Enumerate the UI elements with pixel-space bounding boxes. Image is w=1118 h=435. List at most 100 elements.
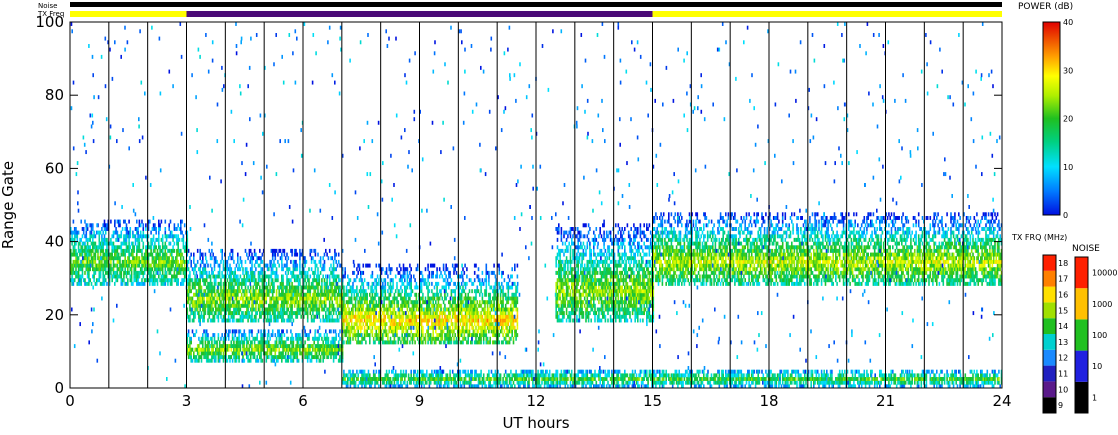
power-cell [108, 278, 111, 283]
power-cell [238, 300, 240, 305]
power-cell [180, 259, 182, 264]
power-cell [203, 311, 205, 316]
power-cell [304, 340, 306, 345]
power-cell [164, 281, 167, 286]
power-cell [217, 336, 220, 341]
power-cell [212, 344, 214, 349]
power-cell [158, 263, 160, 268]
power-cell [382, 336, 384, 341]
power-cell [222, 314, 225, 319]
power-cell [111, 234, 113, 239]
power-cell [238, 355, 240, 360]
power-cell [102, 256, 104, 261]
power-cell [325, 336, 327, 341]
power-cell [108, 270, 111, 275]
power-cell [94, 256, 97, 261]
power-cell [237, 336, 239, 341]
power-cell [507, 292, 510, 297]
power-cell [107, 223, 110, 228]
power-cell [296, 252, 299, 257]
power-cell [261, 270, 264, 275]
power-cell [512, 307, 515, 312]
power-cell [308, 344, 310, 349]
power-cell [243, 292, 246, 297]
power-cell [416, 300, 419, 305]
power-cell [137, 237, 139, 242]
power-cell [315, 300, 318, 305]
power-cell [217, 270, 220, 275]
power-cell [220, 314, 222, 319]
power-cell [295, 351, 297, 356]
power-cell [375, 307, 378, 312]
power-cell [139, 270, 142, 275]
power-cell [216, 289, 218, 294]
power-cell [104, 270, 107, 275]
power-cell [422, 329, 424, 334]
power-cell [247, 303, 249, 308]
power-cell [231, 314, 234, 319]
power-cell [259, 307, 261, 312]
power-cell [143, 263, 146, 268]
power-cell [257, 340, 260, 345]
power-cell [218, 347, 221, 352]
power-cell [424, 336, 427, 341]
power-cell [130, 252, 133, 257]
power-cell [93, 259, 95, 264]
power-cell [249, 358, 252, 363]
power-cell [286, 274, 288, 279]
power-cell [256, 355, 258, 360]
power-cell [177, 259, 179, 264]
power-cell [99, 270, 102, 275]
power-cell [238, 281, 240, 286]
power-cell [82, 278, 85, 283]
power-cell [449, 325, 451, 330]
power-cell [168, 241, 170, 246]
power-cell [442, 267, 445, 272]
power-cell [212, 318, 214, 323]
power-cell [224, 347, 226, 352]
power-cell [81, 241, 84, 246]
power-cell [260, 333, 262, 338]
power-cell [516, 285, 519, 290]
power-cell [239, 347, 242, 352]
power-cell [436, 267, 438, 272]
power-cell [224, 311, 226, 316]
power-cell [265, 300, 268, 305]
power-cell [319, 347, 322, 352]
power-cell [220, 355, 222, 360]
power-cell [117, 245, 120, 250]
power-cell [233, 259, 235, 264]
power-cell [371, 285, 374, 290]
power-cell [260, 344, 262, 349]
power-cell [366, 296, 368, 301]
power-cell [455, 270, 458, 275]
power-cell [203, 296, 205, 301]
power-cell [212, 355, 214, 360]
power-cell [239, 344, 242, 349]
power-cell [327, 256, 330, 261]
power-cell [125, 270, 128, 275]
power-cell [90, 256, 93, 261]
power-cell [163, 256, 165, 261]
power-cell [106, 223, 108, 228]
power-cell [77, 270, 80, 275]
power-cell [313, 347, 315, 352]
power-cell [432, 307, 434, 312]
power-cell [229, 285, 231, 290]
power-cell [282, 329, 284, 334]
power-cell [70, 256, 72, 261]
power-cell [325, 351, 327, 356]
power-cell [202, 318, 204, 323]
power-cell [227, 300, 230, 305]
power-cell [448, 318, 450, 323]
power-cell [217, 274, 220, 279]
power-cell [278, 355, 280, 360]
power-cell [218, 358, 221, 363]
power-cell [344, 270, 346, 275]
power-cell [489, 336, 491, 341]
power-cell [88, 256, 90, 261]
power-cell [138, 219, 141, 224]
power-cell [224, 340, 226, 345]
power-cell [559, 256, 561, 261]
power-cell [187, 292, 190, 297]
